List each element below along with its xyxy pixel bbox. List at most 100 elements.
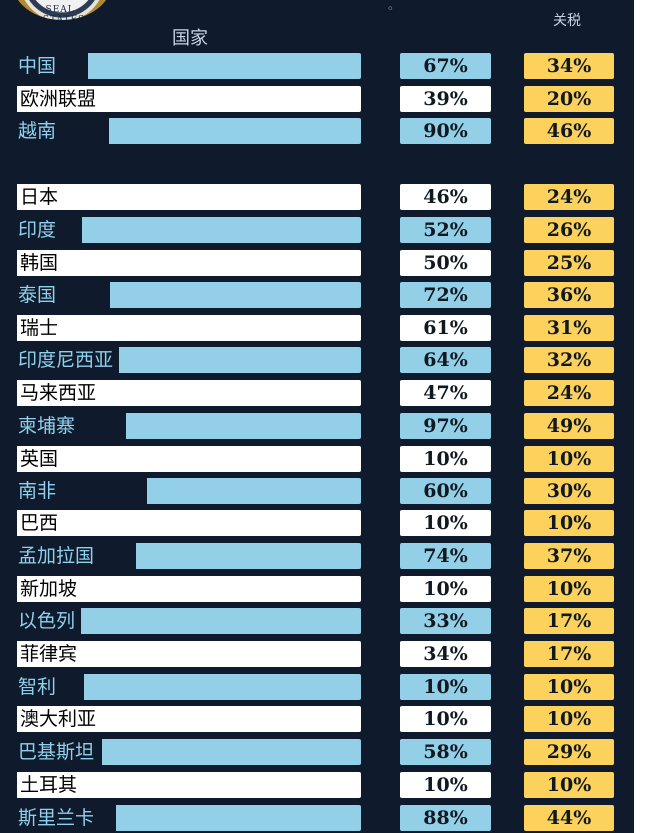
table-row: 新加坡 10% 10% — [0, 576, 634, 602]
country-cell: 柬埔寨 — [17, 413, 361, 439]
charged-percent-cell: 34% — [400, 641, 491, 667]
country-cell: 斯里兰卡 — [17, 805, 361, 831]
tariff-percent-cell: 25% — [524, 250, 614, 276]
charged-percent-cell: 60% — [400, 478, 491, 504]
charged-percent-cell: 88% — [400, 805, 491, 831]
tariff-percent-cell: 26% — [524, 217, 614, 243]
tariff-percent-cell: 29% — [524, 739, 614, 765]
tariff-percent-cell: 36% — [524, 282, 614, 308]
tariff-percent-cell: 31% — [524, 315, 614, 341]
country-column-header: 国家 — [172, 28, 208, 49]
country-cell: 中国 — [17, 53, 361, 79]
country-label: 日本 — [17, 184, 86, 210]
country-label: 澳大利亚 — [17, 706, 140, 732]
country-cell: 印度尼西亚 — [17, 347, 361, 373]
tariff-percent-cell: 46% — [524, 118, 614, 144]
charged-percent-cell: 10% — [400, 674, 491, 700]
country-label: 孟加拉国 — [17, 543, 136, 569]
top-dot: 。 — [388, 0, 401, 12]
tariff-percent-cell: 37% — [524, 543, 614, 569]
table-row: 欧洲联盟 39% 20% — [0, 86, 634, 112]
country-label: 欧洲联盟 — [17, 86, 177, 112]
tariff-percent-cell: 10% — [524, 510, 614, 536]
country-label: 瑞士 — [17, 315, 140, 341]
country-label: 菲律宾 — [17, 641, 133, 667]
table-row: 孟加拉国 74% 37% — [0, 543, 634, 569]
country-cell: 韩国 — [17, 250, 361, 276]
country-label: 中国 — [17, 53, 88, 79]
table-row: 斯里兰卡 88% 44% — [0, 805, 634, 831]
table-row: 巴西 10% 10% — [0, 510, 634, 536]
tariff-percent-cell: 24% — [524, 380, 614, 406]
charged-percent-cell: 10% — [400, 576, 491, 602]
tariff-percent-cell: 17% — [524, 641, 614, 667]
charged-percent-cell: 10% — [400, 446, 491, 472]
country-label: 智利 — [17, 674, 84, 700]
country-label: 马来西亚 — [17, 380, 122, 406]
table-row: 南非 60% 30% — [0, 478, 634, 504]
tariff-percent-cell: 49% — [524, 413, 614, 439]
country-label: 斯里兰卡 — [17, 805, 116, 831]
tariff-column-header: 关税 — [553, 13, 581, 29]
country-cell: 越南 — [17, 118, 361, 144]
table-row: 印度尼西亚 64% 32% — [0, 347, 634, 373]
country-cell: 马来西亚 — [17, 380, 361, 406]
table-row: 印度 52% 26% — [0, 217, 634, 243]
country-cell: 巴西 — [17, 510, 361, 536]
country-cell: 英国 — [17, 446, 361, 472]
country-cell: 印度 — [17, 217, 361, 243]
charged-percent-cell: 64% — [400, 347, 491, 373]
country-label: 新加坡 — [17, 576, 125, 602]
country-cell: 智利 — [17, 674, 361, 700]
table-row: 土耳其 10% 10% — [0, 772, 634, 798]
table-row: 瑞士 61% 31% — [0, 315, 634, 341]
table-row: 菲律宾 34% 17% — [0, 641, 634, 667]
charged-percent-cell: 33% — [400, 608, 491, 634]
charged-percent-cell: 67% — [400, 53, 491, 79]
country-label: 英国 — [17, 446, 182, 472]
country-cell: 泰国 — [17, 282, 361, 308]
country-label: 越南 — [17, 118, 109, 144]
country-label: 印度尼西亚 — [17, 347, 120, 373]
country-cell: 日本 — [17, 184, 361, 210]
tariff-percent-cell: 30% — [524, 478, 614, 504]
country-cell: 以色列 — [17, 608, 361, 634]
country-label: 柬埔寨 — [17, 413, 126, 439]
charged-percent-cell: 52% — [400, 217, 491, 243]
table-row: 泰国 72% 36% — [0, 282, 634, 308]
country-cell: 菲律宾 — [17, 641, 361, 667]
charged-percent-cell: 61% — [400, 315, 491, 341]
tariff-percent-cell: 17% — [524, 608, 614, 634]
country-label: 巴基斯坦 — [17, 739, 102, 765]
table-row: 巴基斯坦 58% 29% — [0, 739, 634, 765]
table-row: 韩国 50% 25% — [0, 250, 634, 276]
charged-percent-cell: 50% — [400, 250, 491, 276]
tariff-percent-cell: 10% — [524, 674, 614, 700]
country-cell: 新加坡 — [17, 576, 361, 602]
country-label: 以色列 — [17, 608, 82, 634]
table-row: 柬埔寨 97% 49% — [0, 413, 634, 439]
tariff-percent-cell: 44% — [524, 805, 614, 831]
tariff-percent-cell: 34% — [524, 53, 614, 79]
country-cell: 欧洲联盟 — [17, 86, 361, 112]
country-label: 巴西 — [17, 510, 88, 536]
charged-percent-cell: 10% — [400, 772, 491, 798]
table-row: 马来西亚 47% 24% — [0, 380, 634, 406]
charged-percent-cell: 47% — [400, 380, 491, 406]
tariff-percent-cell: 10% — [524, 446, 614, 472]
charged-percent-cell: 97% — [400, 413, 491, 439]
country-label: 南非 — [17, 478, 147, 504]
country-cell: 巴基斯坦 — [17, 739, 361, 765]
charged-percent-cell: 72% — [400, 282, 491, 308]
tariff-percent-cell: 20% — [524, 86, 614, 112]
tariff-percent-cell: 10% — [524, 576, 614, 602]
country-cell: 瑞士 — [17, 315, 361, 341]
table-row: 以色列 33% 17% — [0, 608, 634, 634]
tariff-percent-cell: 10% — [524, 706, 614, 732]
charged-percent-cell: 74% — [400, 543, 491, 569]
charged-percent-cell: 39% — [400, 86, 491, 112]
table-row: 澳大利亚 10% 10% — [0, 706, 634, 732]
tariff-percent-cell: 10% — [524, 772, 614, 798]
charged-percent-cell: 90% — [400, 118, 491, 144]
